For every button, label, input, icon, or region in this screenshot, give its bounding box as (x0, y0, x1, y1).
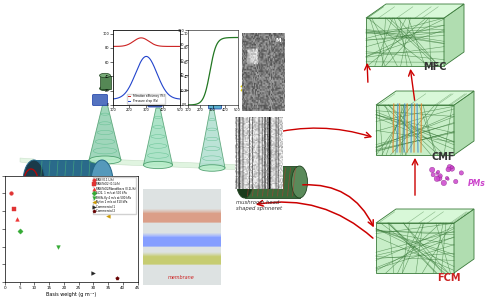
Ellipse shape (236, 166, 252, 198)
Ellipse shape (431, 173, 435, 177)
Ellipse shape (144, 161, 172, 169)
Ellipse shape (450, 166, 454, 171)
Polygon shape (376, 223, 454, 273)
Ellipse shape (436, 172, 438, 175)
Ellipse shape (100, 86, 110, 91)
Ellipse shape (438, 174, 442, 178)
Ellipse shape (210, 79, 220, 82)
Ellipse shape (454, 179, 458, 184)
Text: CMF: CMF (432, 152, 456, 162)
Polygon shape (20, 158, 34, 164)
Ellipse shape (91, 160, 113, 204)
Polygon shape (89, 105, 121, 160)
Ellipse shape (89, 156, 121, 164)
Point (16, 228, 24, 233)
Text: M: M (275, 38, 280, 43)
Ellipse shape (450, 166, 454, 169)
Ellipse shape (434, 176, 440, 182)
Point (104, 214, 112, 219)
Point (13, 217, 21, 221)
Bar (210, 80, 220, 92)
Ellipse shape (153, 76, 163, 80)
FancyBboxPatch shape (208, 99, 222, 109)
Ellipse shape (23, 160, 45, 204)
Point (7, 191, 15, 196)
FancyBboxPatch shape (148, 97, 162, 107)
Polygon shape (454, 91, 474, 155)
Point (90, 271, 98, 275)
Text: MFC: MFC (423, 62, 446, 72)
Ellipse shape (100, 73, 110, 78)
Bar (244, 166, 300, 198)
Polygon shape (102, 159, 245, 170)
Ellipse shape (436, 176, 442, 181)
Ellipse shape (436, 170, 440, 173)
Ellipse shape (441, 180, 446, 186)
Bar (153, 78, 163, 90)
Polygon shape (376, 91, 474, 105)
Polygon shape (366, 4, 464, 18)
Polygon shape (366, 18, 444, 66)
Point (113, 275, 121, 280)
Legend: Filtration efficiency (%), Pressure drop (Pa): Filtration efficiency (%), Pressure drop… (128, 94, 165, 103)
Polygon shape (376, 105, 454, 155)
Text: membrane: membrane (168, 275, 194, 280)
Ellipse shape (430, 167, 435, 172)
Ellipse shape (446, 167, 450, 172)
Bar (34, 160, 102, 204)
Ellipse shape (292, 166, 308, 198)
Point (10, 207, 18, 212)
Ellipse shape (153, 88, 163, 92)
Ellipse shape (446, 178, 449, 180)
Text: PMs: PMs (468, 178, 486, 188)
Ellipse shape (199, 165, 225, 171)
Legend: PAN (0.1 L/h), PAN/SiO2 (0.1L/h), PAN/SiO2/Nanofibers (0.1L/h), SiO2, 1 m/s at 5: PAN (0.1 L/h), PAN/SiO2 (0.1L/h), PAN/Si… (92, 177, 136, 214)
Ellipse shape (459, 171, 464, 175)
Polygon shape (444, 4, 464, 66)
Polygon shape (144, 108, 172, 165)
Point (54, 244, 62, 249)
Polygon shape (376, 209, 474, 223)
Ellipse shape (447, 164, 452, 170)
Polygon shape (199, 110, 225, 168)
Text: FCM: FCM (437, 273, 460, 283)
X-axis label: Basis weight (g m⁻²): Basis weight (g m⁻²) (46, 292, 96, 297)
Polygon shape (454, 209, 474, 273)
Bar (100, 76, 110, 88)
Ellipse shape (445, 176, 448, 180)
Text: mushroom head-
shaped spinneret: mushroom head- shaped spinneret (236, 200, 282, 211)
Ellipse shape (210, 90, 220, 93)
FancyBboxPatch shape (92, 94, 108, 106)
